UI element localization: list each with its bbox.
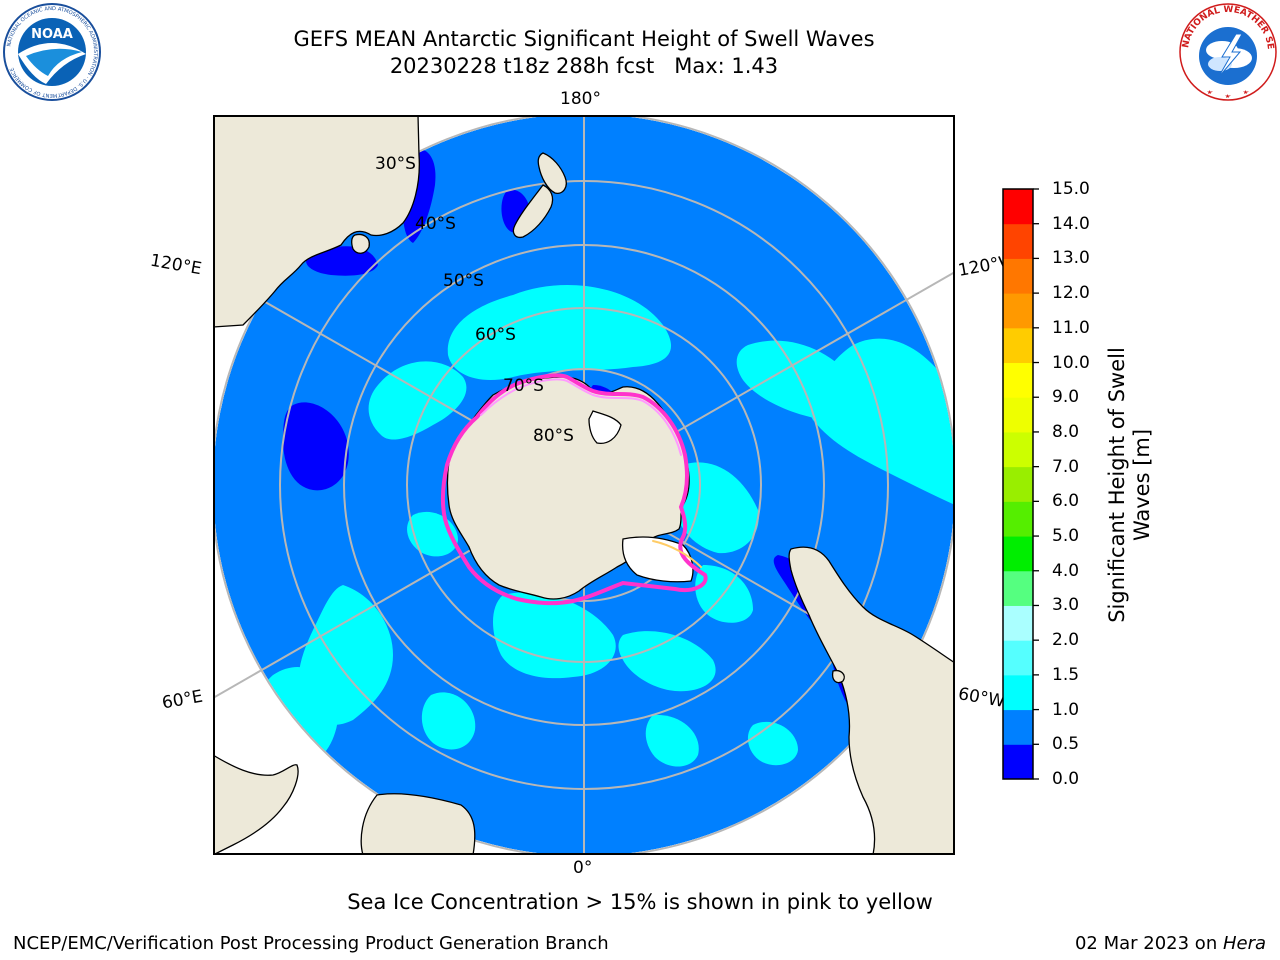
footer-date-text: 02 Mar 2023 on [1074,933,1223,954]
colorbar-segment [1003,258,1033,294]
lon-label-0: 0° [573,858,593,878]
land-africa [213,754,299,855]
colorbar-segment [1003,293,1033,329]
lat-label-30s: 30°S [375,154,416,174]
land-tasmania [351,233,370,254]
colorbar-tick-label: 0.5 [1052,734,1080,755]
colorbar-segment [1003,744,1033,780]
polar-map: 30°S 40°S 50°S 60°S 70°S 80°S [213,115,955,855]
colorbar-segment [1003,640,1033,676]
colorbar-tick-label: 14.0 [1052,213,1090,234]
lat-label-70s: 70°S [503,376,544,396]
colorbar-title: Significant Height of Swell Waves [m] [1105,347,1155,623]
land [213,115,955,855]
lon-label-180: 180° [560,89,601,109]
chart-title: GEFS MEAN Antarctic Significant Height o… [0,26,1168,80]
lon-label-60e: 60°E [160,686,205,714]
colorbar-segment [1003,709,1033,745]
colorbar-segment [1003,570,1033,606]
colorbar-segment [1003,327,1033,364]
land-falklands [831,669,845,684]
colorbar-tick-label: 10.0 [1052,352,1090,373]
sea-ice-note: Sea Ice Concentration > 15% is shown in … [347,890,933,914]
nws-logo: NATIONAL WEATHER SERVICE [1178,2,1277,101]
map-frame [213,115,955,855]
title-line-1: GEFS MEAN Antarctic Significant Height o… [293,27,875,51]
colorbar-segment [1003,223,1033,259]
lat-label-40s: 40°S [415,214,456,234]
colorbar-segment [1003,466,1033,502]
lon-label-120e: 120°E [148,250,204,280]
colorbar-tick-label: 7.0 [1052,456,1080,477]
colorbar-title-line2: Waves [m] [1130,428,1154,542]
land-ross-ice-shelf [588,410,622,445]
land-south-america [788,546,955,855]
footer-branch: NCEP/EMC/Verification Post Processing Pr… [13,933,609,954]
lat-label-80s: 80°S [533,426,574,446]
lat-labels: 30°S 40°S 50°S 60°S 70°S 80°S [375,154,574,446]
colorbar-tick-label: 6.0 [1052,491,1080,512]
colorbar-segment [1003,189,1033,225]
colorbar-tick-label: 13.0 [1052,248,1090,269]
colorbar-segment [1003,397,1033,433]
colorbar-tick-label: 4.0 [1052,560,1080,581]
colorbar-tick-label: 1.0 [1052,699,1080,720]
land-madagascar [360,793,476,855]
colorbar-segment [1003,536,1033,572]
colorbar [1002,188,1039,780]
land-new-zealand-north [537,152,567,194]
footer-host: Hera [1222,933,1266,954]
title-line-2: 20230228 t18z 288h fcst Max: 1.43 [389,54,779,78]
colorbar-tick-label: 15.0 [1052,179,1090,199]
colorbar-tick-label: 5.0 [1052,526,1080,547]
colorbar-segment [1003,501,1033,537]
colorbar-tick-label: 8.0 [1052,421,1080,442]
colorbar-segment [1003,362,1033,398]
colorbar-tick-label: 3.0 [1052,595,1080,616]
lat-label-60s: 60°S [475,325,516,345]
colorbar-title-line1: Significant Height of Swell [1105,347,1129,623]
colorbar-tick-label: 11.0 [1052,317,1090,338]
colorbar-tick-label: 9.0 [1052,387,1080,408]
colorbar-tick-label: 2.0 [1052,630,1080,651]
land-new-zealand-south [512,184,554,239]
colorbar-segment [1003,431,1033,468]
footer-date: 02 Mar 2023 on Hera [1075,933,1266,954]
colorbar-segment [1003,605,1033,641]
lat-label-50s: 50°S [443,271,484,291]
colorbar-segment [1003,674,1033,711]
colorbar-tick-label: 12.0 [1052,283,1090,304]
svg-text:NOAA: NOAA [31,27,73,42]
sea-ice-edge [440,373,708,606]
colorbar-tick-label: 1.5 [1052,664,1080,685]
colorbar-frame [1002,188,1034,780]
colorbar-tick-label: 0.0 [1052,769,1080,789]
lon-label-60w: 60°W [956,684,1007,712]
land-australia [213,115,420,328]
noaa-logo: NATIONAL OCEANIC AND ATMOSPHERIC ADMINIS… [3,3,101,101]
